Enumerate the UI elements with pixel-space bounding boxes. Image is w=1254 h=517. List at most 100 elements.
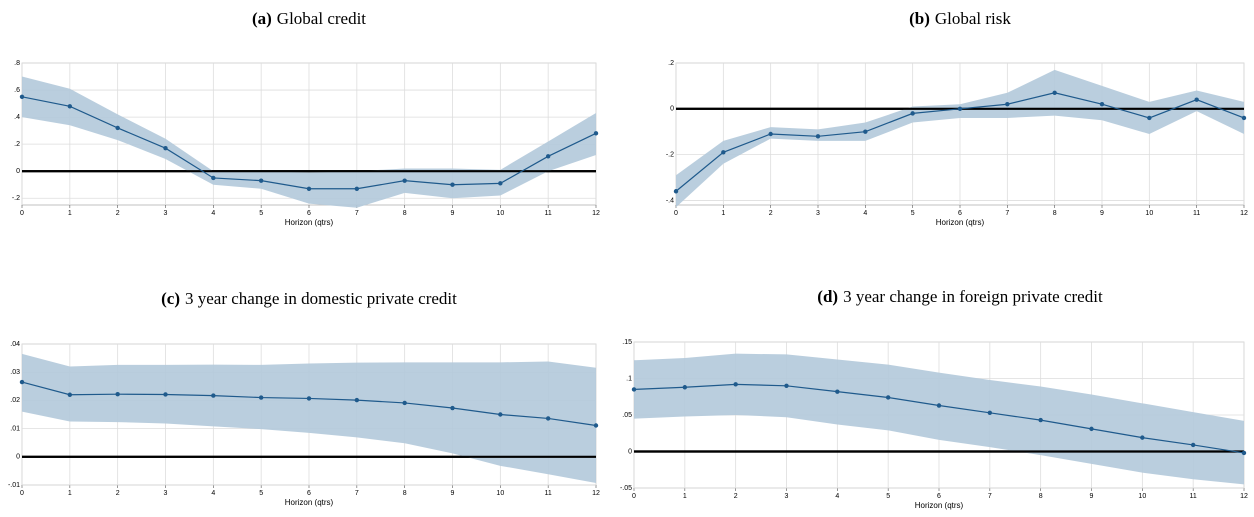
x-tick-label: 7 (355, 490, 359, 497)
y-tick-label: .03 (10, 369, 20, 376)
estimate-point (306, 186, 312, 191)
estimate-point (306, 396, 312, 401)
panel-title-text: Global credit (277, 9, 366, 28)
x-axis-label: Horizon (qtrs) (915, 501, 964, 510)
estimate-point (1241, 450, 1247, 456)
x-tick-label: 10 (496, 210, 504, 217)
estimate-point (957, 106, 963, 112)
estimate-point (987, 410, 993, 416)
x-axis-label: Horizon (qtrs) (936, 218, 985, 227)
estimate-point (19, 94, 25, 100)
y-tick-label: .8 (14, 60, 20, 67)
x-tick-label: 12 (592, 210, 600, 217)
x-tick-label: 8 (1039, 493, 1043, 500)
y-tick-label: -.2 (12, 195, 20, 202)
y-tick-label: .02 (10, 397, 20, 404)
estimate-point (1190, 442, 1196, 448)
y-tick-label: -.4 (666, 197, 674, 204)
estimate-point (885, 395, 891, 400)
x-tick-label: 2 (769, 210, 773, 217)
estimate-point (815, 134, 821, 139)
y-tick-label: .1 (626, 375, 632, 382)
estimate-point (1241, 115, 1247, 121)
estimate-point (936, 403, 942, 408)
estimate-point (354, 397, 360, 403)
x-tick-label: 12 (592, 490, 600, 497)
estimate-point (673, 189, 679, 194)
x-tick-label: 11 (1190, 493, 1197, 500)
x-tick-label: 7 (988, 493, 992, 500)
estimate-point (768, 131, 773, 137)
x-tick-label: 4 (835, 493, 839, 500)
estimate-point (402, 178, 407, 183)
x-tick-label: 9 (1090, 493, 1094, 500)
x-tick-label: 9 (451, 490, 455, 497)
x-tick-label: 6 (307, 210, 311, 217)
estimate-point (1052, 90, 1057, 95)
y-tick-label: .01 (10, 425, 20, 432)
estimate-point (593, 423, 599, 428)
estimate-point (498, 412, 503, 417)
x-tick-label: 7 (355, 210, 359, 217)
estimate-point (1038, 417, 1043, 423)
estimate-point (450, 405, 455, 411)
x-tick-label: 10 (1138, 493, 1146, 500)
x-tick-label: 2 (116, 490, 120, 497)
estimate-point (682, 385, 688, 390)
panel-title: (c) 3 year change in domestic private cre… (161, 289, 457, 308)
x-axis-label: Horizon (qtrs) (285, 498, 334, 507)
y-tick-label: .6 (14, 87, 20, 94)
estimate-point (258, 395, 264, 400)
x-tick-label: 2 (734, 493, 738, 500)
estimate-point (721, 150, 726, 155)
estimate-point (863, 129, 868, 134)
x-tick-label: 1 (68, 490, 72, 497)
estimate-point (67, 392, 73, 397)
estimate-point (1147, 115, 1152, 121)
x-tick-label: 8 (403, 210, 407, 217)
x-tick-label: 5 (886, 493, 890, 500)
estimate-point (211, 393, 216, 398)
x-tick-label: 1 (68, 210, 72, 217)
estimate-point (1194, 97, 1199, 102)
x-tick-label: 6 (937, 493, 941, 500)
x-tick-label: 11 (545, 490, 552, 497)
estimate-point (1089, 426, 1094, 432)
estimate-point (498, 181, 503, 186)
y-tick-label: .2 (14, 141, 20, 148)
estimate-point (163, 392, 168, 397)
x-tick-label: 6 (958, 210, 962, 217)
panel-title: (a) Global credit (252, 9, 366, 28)
panel: (c) 3 year change in domestic private cre… (8, 289, 600, 507)
estimate-point (910, 111, 915, 116)
x-tick-label: 11 (545, 210, 552, 217)
panel-title-text: Global risk (935, 9, 1012, 28)
y-tick-label: 0 (670, 106, 674, 113)
y-tick-label: .15 (622, 339, 632, 346)
x-tick-label: 0 (20, 490, 24, 497)
x-tick-label: 6 (307, 490, 311, 497)
estimate-point (593, 131, 599, 136)
estimate-point (211, 175, 216, 181)
x-tick-label: 5 (259, 210, 263, 217)
y-tick-label: .4 (14, 114, 20, 121)
estimate-point (67, 104, 73, 109)
estimate-point (1099, 102, 1105, 107)
estimate-point (545, 154, 551, 159)
estimate-point (450, 182, 455, 187)
estimate-point (19, 379, 25, 385)
x-tick-label: 10 (496, 490, 504, 497)
x-tick-label: 3 (785, 493, 789, 500)
estimate-point (733, 382, 738, 387)
x-tick-label: 1 (721, 210, 725, 217)
estimate-point (402, 400, 407, 406)
panel-label: (d) (817, 287, 838, 306)
x-tick-label: 8 (403, 490, 407, 497)
x-tick-label: 5 (259, 490, 263, 497)
x-tick-label: 10 (1145, 210, 1153, 217)
panel-label: (c) (161, 289, 180, 308)
x-tick-label: 4 (211, 490, 215, 497)
